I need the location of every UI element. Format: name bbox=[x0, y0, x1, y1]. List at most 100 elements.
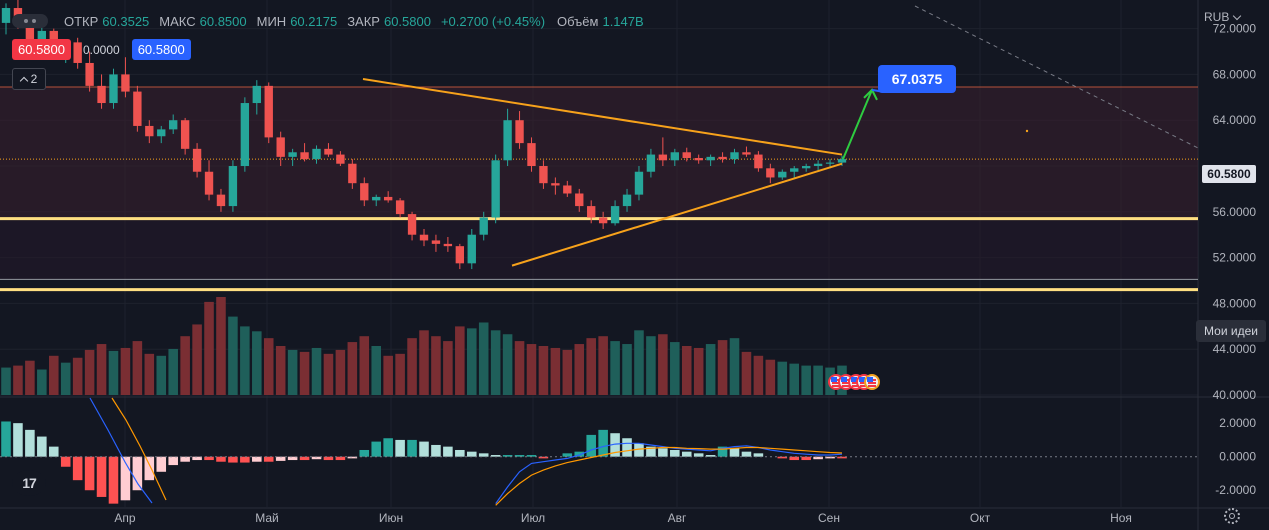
macd-histogram-bar bbox=[634, 443, 644, 457]
volume-label: Объём bbox=[557, 13, 599, 29]
volume-bar bbox=[789, 363, 800, 395]
macd-histogram-bar bbox=[371, 441, 382, 457]
volume-bar bbox=[681, 346, 692, 395]
macd-histogram-bar bbox=[538, 456, 549, 459]
macd-histogram-bar bbox=[753, 453, 764, 457]
price-axis-label: 72.0000 bbox=[1213, 22, 1257, 36]
price-zone-layer bbox=[0, 5, 1199, 292]
volume-bar bbox=[84, 349, 95, 395]
volume-bar bbox=[526, 344, 537, 395]
candle-body bbox=[85, 62, 94, 86]
candle-body bbox=[157, 129, 166, 137]
candles bbox=[1, 0, 847, 270]
price-axis-label: 48.0000 bbox=[1213, 296, 1257, 310]
candle-body bbox=[718, 156, 727, 160]
volume-bar bbox=[120, 347, 131, 395]
volume-bar bbox=[287, 349, 298, 395]
volume-bar bbox=[717, 340, 728, 395]
volume-bar bbox=[168, 348, 178, 395]
candle-body bbox=[730, 152, 739, 160]
candle-body bbox=[455, 246, 465, 264]
triangle-upper-trendline bbox=[362, 78, 843, 156]
macd-histogram-bar bbox=[574, 451, 585, 457]
currency-selector[interactable]: RUB bbox=[1204, 10, 1242, 24]
macd-histogram-bar bbox=[275, 456, 286, 461]
volume-bar bbox=[108, 350, 119, 395]
macd-histogram-bar bbox=[443, 446, 453, 457]
volume-bar bbox=[634, 330, 644, 395]
target-price-label[interactable]: 67.0375 bbox=[878, 65, 956, 93]
candle-body bbox=[479, 217, 488, 235]
time-axis-label: Сен bbox=[818, 511, 840, 525]
candle-body bbox=[754, 154, 763, 169]
volume-bar bbox=[144, 353, 155, 395]
macd-histogram-bar bbox=[693, 453, 704, 457]
candle-body bbox=[622, 194, 632, 207]
macd-histogram-bar bbox=[156, 456, 167, 472]
buy-button[interactable]: 60.5800 bbox=[131, 39, 191, 60]
us-flag-event-icon[interactable] bbox=[864, 374, 880, 390]
price-axis-label: 52.0000 bbox=[1213, 251, 1257, 265]
macd-axis-label: 0.0000 bbox=[1219, 450, 1256, 464]
macd-histogram-bar bbox=[72, 456, 83, 481]
candle-body bbox=[646, 154, 656, 172]
macd-histogram-bar bbox=[586, 434, 596, 457]
tradingview-logo-icon[interactable]: 17 bbox=[12, 470, 46, 496]
candle-body bbox=[431, 240, 441, 244]
volume-bar bbox=[431, 336, 441, 395]
candle-body bbox=[670, 152, 679, 161]
volume-bar bbox=[323, 353, 334, 395]
candle-body bbox=[360, 183, 369, 201]
macd-histogram-bar bbox=[646, 446, 656, 457]
last-price-tag: 60.5800 bbox=[1202, 165, 1256, 183]
candle-body bbox=[192, 148, 202, 172]
candle-body bbox=[551, 183, 560, 186]
candle-body bbox=[825, 162, 835, 164]
candle-body bbox=[598, 217, 608, 224]
volume-bar bbox=[347, 342, 358, 395]
candle-body bbox=[419, 234, 429, 241]
time-axis-label: Июн bbox=[379, 511, 403, 525]
macd-histogram-bar bbox=[108, 456, 119, 504]
macd-histogram-bar bbox=[96, 456, 107, 497]
volume-bar bbox=[25, 360, 35, 395]
macd-line bbox=[495, 442, 843, 504]
gear-icon[interactable] bbox=[1224, 508, 1240, 524]
resistance-zone bbox=[0, 87, 1198, 219]
volume-bar bbox=[335, 349, 346, 395]
candle-body bbox=[240, 103, 250, 167]
legend-menu-button[interactable] bbox=[12, 14, 48, 28]
close-label: ЗАКР bbox=[347, 13, 380, 29]
spread-value: 0.0000 bbox=[83, 42, 120, 57]
candle-body bbox=[766, 168, 775, 178]
low-label: МИН bbox=[256, 13, 287, 29]
volume-bar bbox=[240, 326, 250, 395]
time-axis-label: Май bbox=[255, 511, 279, 525]
volume-bar bbox=[801, 365, 811, 395]
candle-body bbox=[1, 8, 11, 23]
volume-bar bbox=[395, 353, 405, 395]
high-value: 60.8500 bbox=[199, 13, 247, 29]
macd-histogram-bar bbox=[670, 449, 680, 457]
volume-bar bbox=[538, 346, 549, 395]
candle-body bbox=[97, 85, 106, 104]
candle-body bbox=[324, 148, 333, 155]
candle-body bbox=[539, 166, 548, 184]
my-ideas-button[interactable]: Мои идеи bbox=[1196, 320, 1266, 342]
macd-histogram-bar bbox=[407, 439, 417, 457]
indicators-collapse-button[interactable]: 2 bbox=[12, 68, 46, 90]
macd-histogram-bar bbox=[252, 456, 262, 462]
candle-body bbox=[813, 163, 823, 167]
candle-body bbox=[407, 214, 417, 235]
volume-bar bbox=[359, 336, 370, 395]
macd-histogram-bar bbox=[287, 456, 298, 461]
macd-histogram-bar bbox=[180, 456, 190, 462]
macd-histogram-bar bbox=[132, 456, 143, 491]
candle-body bbox=[312, 148, 321, 160]
candle-body bbox=[145, 125, 154, 137]
macd-histogram-bar bbox=[526, 455, 537, 457]
price-axis-label: 40.0000 bbox=[1213, 388, 1257, 402]
sell-button[interactable]: 60.5800 bbox=[12, 39, 71, 60]
volume-bar bbox=[37, 369, 47, 395]
